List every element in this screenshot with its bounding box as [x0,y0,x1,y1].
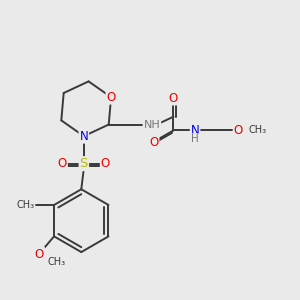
Text: O: O [35,248,44,260]
Text: S: S [80,157,88,170]
Text: N: N [80,130,88,143]
Text: NH: NH [143,119,160,130]
Text: O: O [58,157,67,170]
Text: N: N [191,124,200,137]
Text: O: O [169,92,178,104]
Text: CH₃: CH₃ [47,257,65,267]
Text: H: H [191,134,199,144]
Text: CH₃: CH₃ [16,200,34,210]
Text: O: O [106,91,116,104]
Text: O: O [149,136,158,149]
Text: CH₃: CH₃ [248,125,266,135]
Text: O: O [234,124,243,137]
Text: O: O [101,157,110,170]
